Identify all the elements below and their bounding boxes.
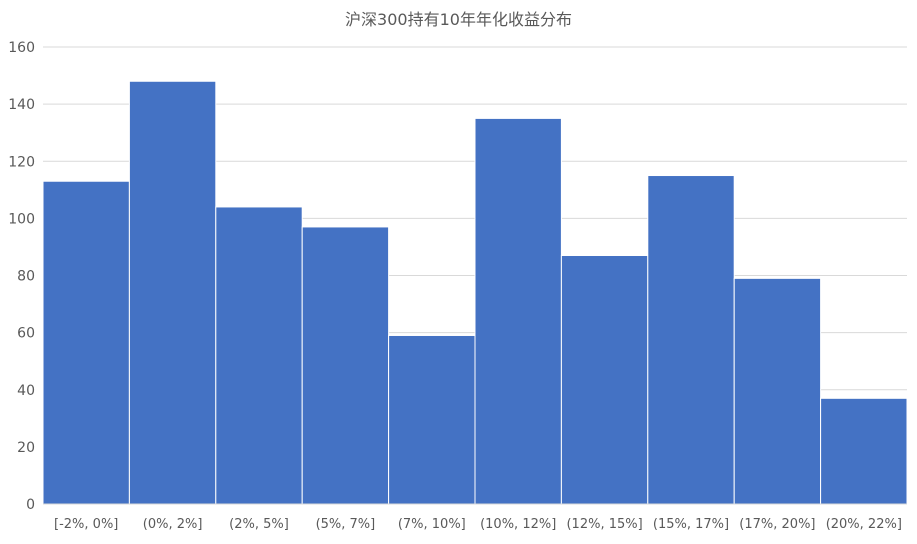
- bar: [647, 175, 735, 505]
- x-tick-label: (20%, 22%]: [826, 517, 902, 532]
- y-tick-label: 100: [8, 211, 35, 227]
- bar: [388, 334, 476, 505]
- bar: [42, 180, 130, 505]
- x-tick-label: (17%, 20%]: [739, 517, 815, 532]
- x-tick-label: (0%, 2%]: [143, 517, 203, 532]
- x-axis-ticks: [-2%, 0%] (0%, 2%] (2%, 5%] (5%, 7%] (7%, 10…: [54, 517, 902, 532]
- x-tick-label: [-2%, 0%]: [54, 517, 118, 532]
- bar: [215, 206, 303, 505]
- chart-title: 沪深300持有10年年化收益分布: [345, 10, 572, 29]
- x-tick-label: (2%, 5%]: [229, 517, 289, 532]
- y-axis-ticks: 0 20 40 60 80 100 120 140 160: [8, 40, 35, 513]
- x-tick-label: (15%, 17%]: [653, 517, 729, 532]
- x-tick-label: (10%, 12%]: [480, 517, 556, 532]
- y-tick-label: 160: [8, 40, 35, 56]
- y-tick-label: 140: [8, 97, 35, 113]
- bar: [474, 117, 562, 505]
- x-tick-label: (7%, 10%]: [398, 517, 466, 532]
- y-tick-label: 0: [26, 497, 35, 513]
- x-tick-label: (5%, 7%]: [316, 517, 376, 532]
- bar: [820, 397, 908, 505]
- x-tick-label: (12%, 15%]: [566, 517, 642, 532]
- bars: [42, 80, 908, 505]
- bar: [733, 277, 822, 505]
- y-tick-label: 120: [8, 154, 35, 170]
- bar: [128, 80, 217, 505]
- bar: [560, 255, 649, 505]
- y-tick-label: 80: [17, 269, 35, 285]
- y-tick-label: 60: [17, 326, 35, 342]
- y-tick-label: 40: [17, 383, 35, 399]
- bar: [301, 226, 390, 505]
- y-tick-label: 20: [17, 440, 35, 456]
